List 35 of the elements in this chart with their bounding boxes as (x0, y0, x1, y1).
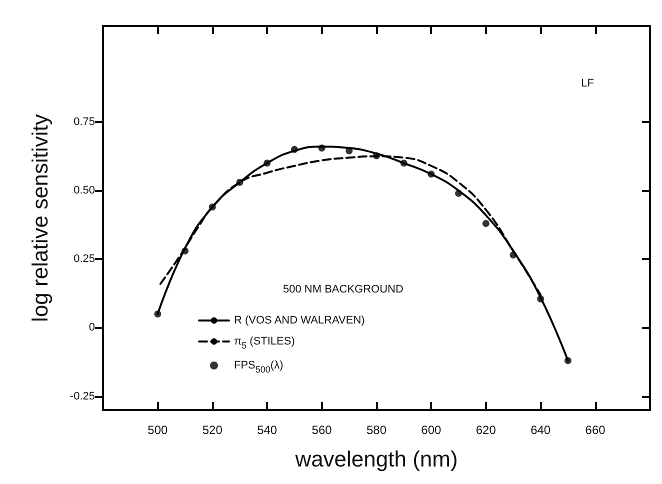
y-tick-label: -0.25 (70, 390, 95, 402)
point (346, 147, 353, 154)
y-tick-label: 0.75 (74, 116, 95, 128)
point (482, 220, 490, 227)
point (455, 190, 462, 197)
x-axis-title: wavelength (nm) (294, 446, 458, 472)
point (182, 247, 189, 254)
x-tick-label: 580 (366, 423, 387, 437)
point (510, 252, 517, 259)
x-tick-label: 560 (312, 423, 332, 437)
y-tick-label: 0.25 (74, 253, 95, 266)
x-tick-label: 620 (476, 423, 496, 437)
legend-title: 500 NM BACKGROUND (283, 284, 404, 296)
point (373, 152, 380, 160)
x-tick-label: 540 (257, 423, 278, 437)
x-tick-label: 520 (202, 423, 223, 437)
point (318, 144, 326, 152)
legend-label: R (VOS AND WALRAVEN) (234, 314, 365, 326)
y-axis-title: log relative sensitivity (28, 114, 52, 322)
point (236, 178, 244, 186)
x-tick-label: 600 (421, 423, 442, 437)
point (290, 146, 298, 153)
point (400, 160, 408, 167)
point (537, 295, 544, 302)
point (154, 310, 162, 318)
x-tick-label: 640 (530, 423, 551, 437)
x-tick-label: 660 (585, 423, 606, 437)
y-tick-label: 0 (88, 322, 95, 334)
point (428, 170, 435, 178)
point (208, 204, 216, 211)
point (264, 160, 271, 167)
x-tick-label: 500 (148, 423, 168, 437)
y-tick-label: 0.50 (74, 184, 95, 197)
point (564, 357, 572, 364)
annotation: LF (581, 78, 594, 90)
